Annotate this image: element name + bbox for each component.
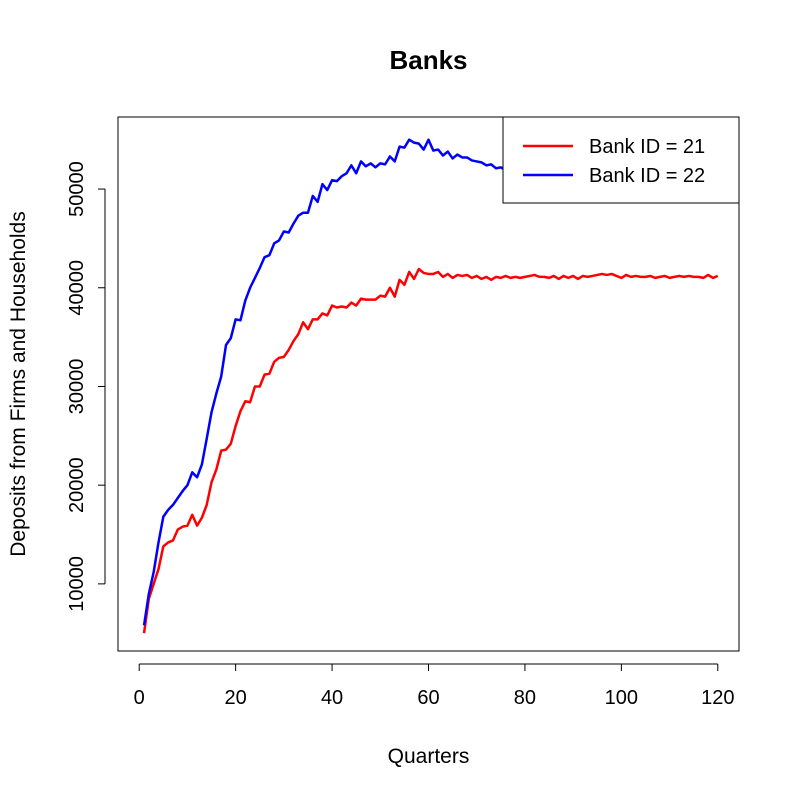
chart-title: Banks	[389, 45, 467, 75]
legend-label-1: Bank ID = 21	[589, 136, 705, 158]
y-tick-label: 20000	[66, 457, 88, 513]
x-tick-label: 120	[701, 687, 734, 709]
x-tick-label: 40	[321, 687, 343, 709]
x-tick-label: 100	[605, 687, 638, 709]
series-line-1	[142, 267, 719, 634]
legend-box	[502, 116, 740, 204]
plot-area	[142, 138, 719, 634]
y-tick-label: 10000	[66, 556, 88, 612]
series-line-2	[142, 138, 516, 626]
y-tick-label: 30000	[66, 359, 88, 415]
y-axis-label: Deposits from Firms and Households	[7, 211, 30, 556]
x-tick-label: 20	[225, 687, 247, 709]
x-tick-label: 0	[134, 687, 145, 709]
x-axis: 0 20 40 60 80 100 120	[134, 663, 734, 709]
y-tick-label: 40000	[66, 260, 88, 316]
y-axis: 10000 20000 30000 40000 50000	[66, 161, 106, 612]
x-tick-label: 60	[417, 687, 439, 709]
plot-frame	[117, 116, 740, 652]
legend: Bank ID = 21 Bank ID = 22	[502, 116, 740, 204]
legend-label-2: Bank ID = 22	[589, 165, 705, 187]
y-tick-label: 50000	[66, 161, 88, 217]
x-tick-label: 80	[514, 687, 536, 709]
x-axis-label: Quarters	[388, 745, 470, 768]
